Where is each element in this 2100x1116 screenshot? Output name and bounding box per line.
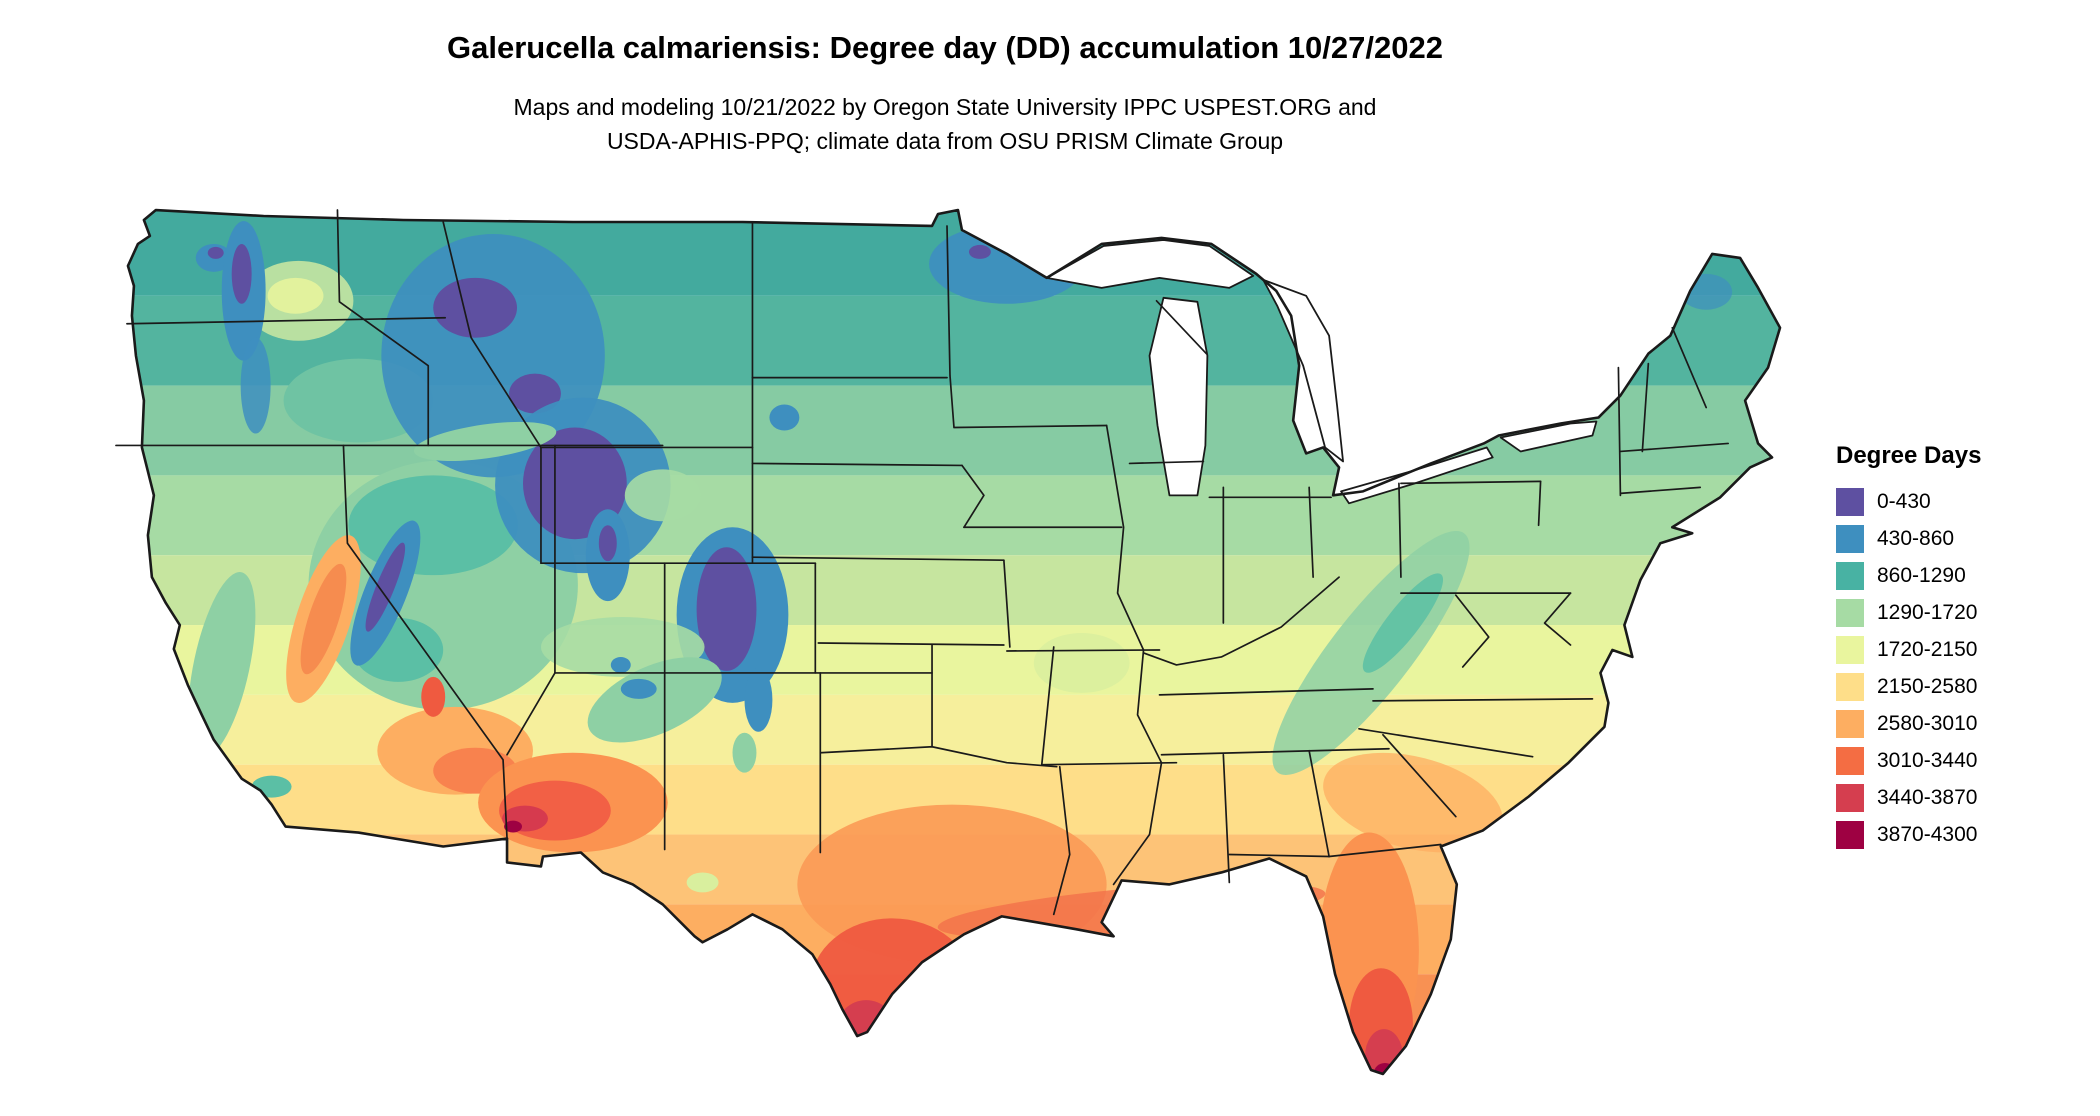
legend-swatch — [1836, 821, 1864, 849]
map-legend: Degree Days 0-430 430-860 860-1290 1290-172… — [1836, 442, 1981, 858]
legend-label: 3010-3440 — [1877, 749, 1978, 772]
legend-items: 0-430 430-860 860-1290 1290-1720 1720-2150 21… — [1836, 488, 1981, 849]
subtitle-line-2: USDA-APHIS-PPQ; climate data from OSU PR… — [606, 128, 1284, 154]
legend-label: 1720-2150 — [1877, 638, 1978, 661]
legend-item: 1290-1720 — [1836, 599, 1981, 627]
lake-michigan — [1148, 296, 1209, 497]
legend-swatch — [1836, 710, 1864, 738]
state-borders — [115, 209, 1729, 916]
legend-swatch — [1836, 636, 1864, 664]
us-outline — [126, 208, 1782, 1076]
legend-label: 0-430 — [1877, 490, 1931, 513]
legend-swatch — [1836, 747, 1864, 775]
legend-item: 430-860 — [1836, 525, 1981, 553]
page-title: Galerucella calmariensis: Degree day (DD… — [447, 30, 1443, 65]
legend-item: 3010-3440 — [1836, 747, 1981, 775]
legend-swatch — [1836, 784, 1864, 812]
legend-swatch — [1836, 525, 1864, 553]
legend-item: 0-430 — [1836, 488, 1981, 516]
outside-mask — [104, 195, 1790, 1085]
legend-label: 860-1290 — [1877, 564, 1966, 587]
us-map-svg — [104, 195, 1790, 1085]
map-header: Galerucella calmariensis: Degree day (DD… — [0, 30, 1890, 158]
legend-item: 2580-3010 — [1836, 710, 1981, 738]
legend-title: Degree Days — [1836, 442, 1982, 469]
lake-superior — [1045, 239, 1255, 289]
us-degree-day-map — [104, 195, 1790, 1085]
legend-swatch — [1836, 562, 1864, 590]
legend-item: 2150-2580 — [1836, 673, 1981, 701]
legend-swatch — [1836, 488, 1864, 516]
legend-swatch — [1836, 673, 1864, 701]
legend-label: 3440-3870 — [1877, 786, 1978, 809]
legend-label: 430-860 — [1877, 527, 1955, 550]
legend-item: 3870-4300 — [1836, 821, 1981, 849]
lake-ontario — [1499, 420, 1598, 453]
dd-raster-regions — [188, 220, 1733, 1083]
legend-item: 1720-2150 — [1836, 636, 1981, 664]
legend-item: 3440-3870 — [1836, 784, 1981, 812]
great-lakes — [1045, 239, 1598, 505]
legend-item: 860-1290 — [1836, 562, 1981, 590]
legend-label: 2150-2580 — [1877, 675, 1978, 698]
subtitle-line-1: Maps and modeling 10/21/2022 by Oregon S… — [513, 94, 1377, 120]
legend-swatch — [1836, 599, 1864, 627]
lake-huron — [1262, 278, 1344, 463]
legend-label: 1290-1720 — [1877, 601, 1978, 624]
legend-label: 3870-4300 — [1877, 823, 1978, 846]
legend-label: 2580-3010 — [1877, 712, 1978, 735]
